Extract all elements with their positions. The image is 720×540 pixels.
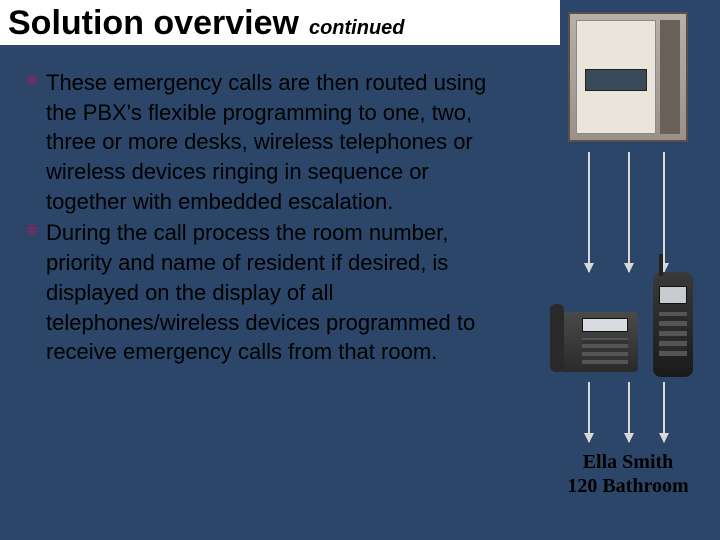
list-item: These emergency calls are then routed us… <box>24 68 514 216</box>
arrow-down-icon <box>628 152 630 272</box>
arrow-down-icon <box>663 152 665 272</box>
bullet-text: During the call process the room number,… <box>46 218 514 366</box>
pbx-server-icon <box>568 12 688 142</box>
list-item: During the call process the room number,… <box>24 218 514 366</box>
arrow-down-icon <box>628 382 630 442</box>
diagram-area: Ella Smith 120 Bathroom <box>548 12 708 522</box>
cordless-phone-icon <box>653 272 693 377</box>
slide-title-continued: continued <box>309 17 405 40</box>
arrow-down-icon <box>588 152 590 272</box>
bullet-list: These emergency calls are then routed us… <box>24 68 514 369</box>
caption-room: 120 Bathroom <box>548 474 708 498</box>
diamond-bullet-icon <box>24 72 40 93</box>
slide-title: Solution overview <box>8 4 299 43</box>
title-bar: Solution overview continued <box>0 0 560 45</box>
arrow-down-icon <box>588 382 590 442</box>
arrow-down-icon <box>663 382 665 442</box>
caption-name: Ella Smith <box>548 450 708 474</box>
bullet-text: These emergency calls are then routed us… <box>46 68 514 216</box>
phone-display-caption: Ella Smith 120 Bathroom <box>548 450 708 498</box>
diamond-bullet-icon <box>24 222 40 243</box>
desk-phone-icon <box>550 282 645 372</box>
